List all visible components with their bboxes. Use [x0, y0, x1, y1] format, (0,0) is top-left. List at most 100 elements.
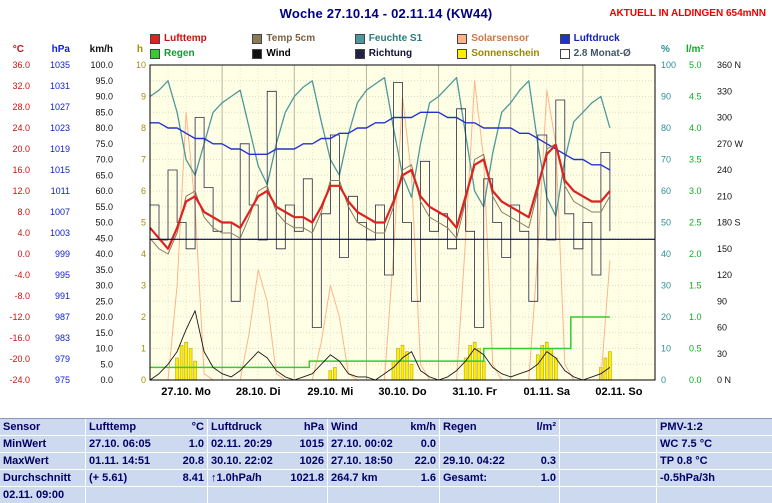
- stats-cell: [440, 487, 559, 503]
- axis-tick-h: 1: [141, 344, 146, 354]
- stats-cell-value: 8.41: [182, 472, 204, 484]
- axis-unit-lm2: l/m²: [686, 44, 704, 55]
- axis-tick-lm2: 4.5: [689, 92, 702, 102]
- legend-item: Sonnenschein: [457, 46, 555, 61]
- axis-tick-dir: 60: [717, 323, 727, 333]
- stats-filler: [560, 436, 656, 452]
- axis-tick-hpa: 987: [55, 312, 70, 322]
- axis-unit-h: h: [137, 44, 143, 55]
- axis-tick-dir: 300: [717, 113, 732, 123]
- axis-tick-h: 9: [141, 92, 146, 102]
- axis-tick-temp: 12.0: [12, 186, 30, 196]
- axis-tick-kmh: 30.0: [95, 281, 113, 291]
- stats-cell: [208, 487, 327, 503]
- stats-cell-value: 20.8: [182, 455, 204, 467]
- axis-tick-temp: -4.0: [14, 270, 30, 280]
- stats-cell: [328, 487, 439, 503]
- stats-cell-label: 27.10. 18:50: [331, 455, 393, 467]
- stats-cell: 29.10. 04:22 0.3: [440, 453, 559, 469]
- stats-cell: [440, 436, 559, 452]
- axis-tick-temp: -20.0: [9, 354, 30, 364]
- legend-label: Richtung: [368, 48, 413, 59]
- sunshine-bar: [603, 357, 608, 381]
- stats-cell-value: 22.0: [414, 455, 436, 467]
- stats-header-pmv: PMV-1:2: [657, 419, 772, 435]
- stats-cell-label: Wind: [331, 421, 358, 433]
- axis-tick-hpa: 1007: [50, 207, 70, 217]
- axis-tick-h: 2: [141, 312, 146, 322]
- legend-label: 2.8 Monat-Ø: [573, 48, 631, 59]
- axis-tick-hpa: 1035: [50, 60, 70, 70]
- sunshine-bar: [175, 357, 179, 381]
- series-feuchte-s1: [149, 76, 611, 217]
- stats-cell: 02.11. 20:29 1015: [208, 436, 327, 452]
- axis-tick-hpa: 995: [55, 270, 70, 280]
- day-label: 02.11. So: [595, 386, 642, 398]
- axis-tick-h: 0: [141, 375, 146, 385]
- sunshine-bar: [184, 341, 188, 381]
- axis-tick-h: 8: [141, 123, 146, 133]
- axis-tick-pct: 0: [661, 375, 666, 385]
- axis-unit-pct: %: [661, 44, 670, 55]
- axis-tick-pct: 30: [661, 281, 671, 291]
- axis-tick-lm2: 0.0: [689, 375, 702, 385]
- sunshine-bar: [193, 360, 197, 381]
- axis-tick-dir: 180 S: [717, 218, 741, 228]
- axis-tick-pct: 60: [661, 186, 671, 196]
- legend-swatch-icon: [354, 33, 365, 44]
- series-regen: [150, 316, 610, 369]
- stats-cell-label: Luftdruck: [211, 421, 262, 433]
- stats-cell-label: Durchschnitt: [3, 472, 71, 484]
- stats-cell: 27.10. 06:05 1.0: [86, 436, 207, 452]
- stats-cell-value: 0.0: [420, 438, 436, 450]
- series-temp-5cm: [149, 143, 611, 255]
- stats-row-label: MaxWert: [0, 453, 85, 469]
- legend-item: Lufttemp: [150, 31, 248, 46]
- stats-table: Sensor Lufttemp °C Luftdruck hPa Wind km/h Rege…: [0, 418, 772, 503]
- stats-cell: 264.7 km 1.6: [328, 470, 439, 486]
- axis-unit-hpa: hPa: [52, 44, 71, 55]
- legend-item: Temp 5cm: [252, 31, 350, 46]
- axis-tick-h: 6: [141, 186, 146, 196]
- axis-tick-dir: 330: [717, 86, 732, 96]
- axis-tick-kmh: 5.0: [100, 359, 113, 369]
- axis-tick-lm2: 3.0: [689, 186, 702, 196]
- axis-tick-lm2: 0.5: [689, 344, 702, 354]
- weather-station-window: 36.0 32.0 28.0 24.0 20.0 16.0 12.0 8.0 4.0 0.0 -4.…: [0, 6, 772, 503]
- axis-tick-temp: -12.0: [9, 312, 30, 322]
- legend-label: Sonnenschein: [471, 48, 540, 59]
- sunshine-bar: [608, 351, 612, 381]
- axis-tick-dir: 30: [717, 349, 727, 359]
- stats-row-label: MinWert: [0, 436, 85, 452]
- axis-tick-kmh: 10.0: [95, 344, 113, 354]
- sunshine-bar: [554, 357, 558, 381]
- stats-cell-label: 27.10. 00:02: [331, 438, 393, 450]
- series-lufttemp: [149, 143, 611, 250]
- axis-tick-hpa: 1019: [50, 144, 70, 154]
- stats-cell-label: Regen: [443, 421, 477, 433]
- axis-tick-h: 4: [141, 249, 146, 259]
- axis-tick-kmh: 70.0: [95, 155, 113, 165]
- series-luftdruck: [150, 111, 611, 171]
- day-label: 29.10. Mi: [307, 386, 353, 398]
- axis-tick-temp: 28.0: [12, 102, 30, 112]
- legend-swatch-icon: [457, 48, 468, 59]
- axis-tick-kmh: 100.0: [90, 60, 113, 70]
- axis-tick-kmh: 95.0: [95, 76, 113, 86]
- axis-tick-kmh: 20.0: [95, 312, 113, 322]
- axis-tick-dir: 150: [717, 244, 732, 254]
- sunshine-bar: [536, 354, 540, 381]
- legend-label: Solarsensor: [471, 33, 529, 44]
- legend-label: Lufttemp: [164, 33, 207, 44]
- legend-label: Feuchte S1: [368, 33, 423, 44]
- stats-cell-value: 1.0: [188, 438, 204, 450]
- legend-swatch-icon: [457, 33, 468, 44]
- axis-tick-hpa: 1015: [50, 165, 70, 175]
- axis-tick-temp: 24.0: [12, 123, 30, 133]
- axis-tick-hpa: 983: [55, 333, 70, 343]
- axis-tick-pct: 40: [661, 249, 671, 259]
- stats-filler: [560, 453, 656, 469]
- axis-tick-h: 5: [141, 218, 146, 228]
- stats-pmv-cell: TP 0.8 °C: [657, 453, 772, 469]
- sunshine-bar: [409, 364, 414, 381]
